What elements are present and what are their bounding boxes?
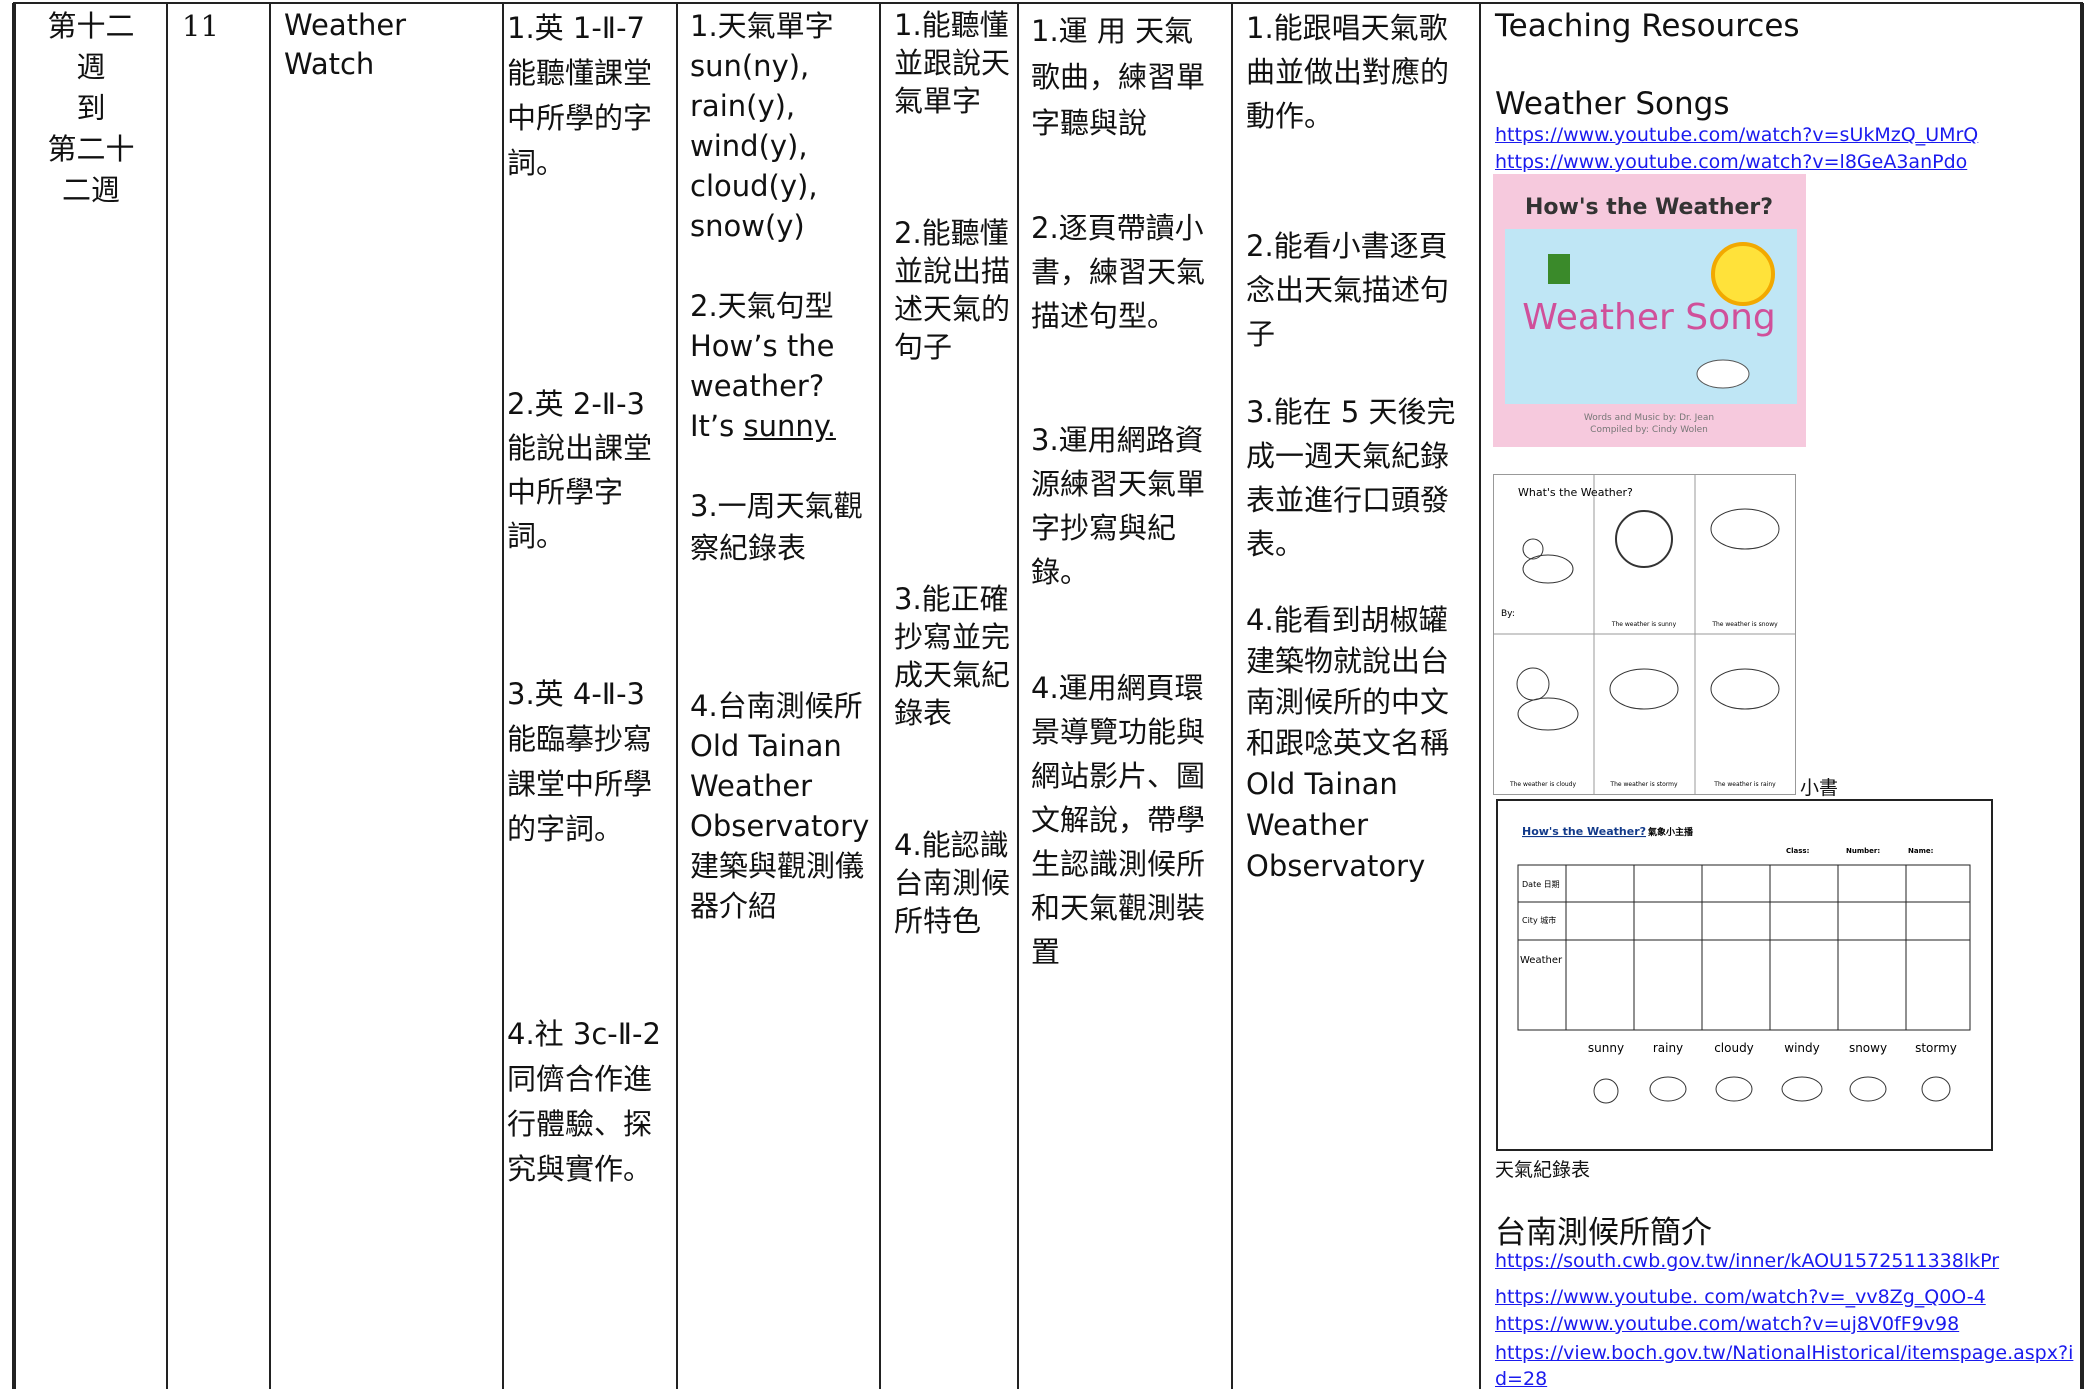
worksheet-grid [1517, 864, 1971, 1031]
worksheet-weather: cloudy [1714, 1041, 1754, 1055]
songs-heading: Weather Songs [1495, 86, 1730, 122]
booklet-icon [1615, 510, 1673, 568]
song-link[interactable]: https://www.youtube.com/watch?v=sUkMzQ_U… [1495, 124, 1979, 146]
worksheet-weather: stormy [1915, 1041, 1957, 1055]
cover-title: How's the Weather? [1525, 195, 1773, 220]
worksheet: How's the Weather? 氣象小主播 Class: Number: … [1496, 799, 1993, 1151]
column-border [879, 3, 881, 1389]
worksheet-field: Name: [1908, 847, 1934, 855]
column-border [2080, 3, 2084, 1389]
week-line: 週 [76, 50, 106, 84]
activity: 2.逐頁帶讀小書，練習天氣描述句型。 [1031, 211, 1206, 333]
worksheet-row-label: Weather [1520, 955, 1563, 966]
objective: 3.能正確抄寫並完成天氣紀錄表 [894, 582, 1011, 730]
competency: 3.英 4-Ⅱ-3 能臨摹抄寫課堂中所學的字詞。 [507, 677, 653, 846]
worksheet-icons [1593, 1076, 1951, 1104]
booklet-caption: The weather is stormy [1609, 781, 1678, 788]
observatory-heading: 台南測候所簡介 [1495, 1215, 1712, 1251]
observatory-link[interactable]: https://www.youtube.com/watch?v=uj8V0fF9… [1495, 1313, 1960, 1335]
worksheet-field: Class: [1786, 847, 1810, 855]
objective: 2.能聽懂並說出描述天氣的句子 [894, 216, 1011, 364]
cover-credit: Words and Music by: Dr. Jean [1584, 413, 1714, 423]
content-item: 4.台南測候所 Old Tainan Weather Observatory 建… [690, 689, 870, 923]
worksheet-subtitle: 氣象小主播 [1648, 826, 1694, 838]
content-text: 2.天氣句型 How’s the weather? It’s [690, 289, 835, 443]
content-item: 1.天氣單字 sun(ny), rain(y), wind(y), cloud(… [690, 9, 834, 243]
week-line: 第二十 [47, 132, 135, 166]
observatory-link[interactable]: https://south.cwb.gov.tw/inner/kAOU15725… [1495, 1250, 2000, 1272]
objective: 4.能認識台南測候所特色 [894, 828, 1011, 938]
worksheet-weather: rainy [1653, 1041, 1683, 1055]
column-border [166, 3, 168, 1389]
worksheet-title: How's the Weather? [1522, 825, 1646, 838]
song-cover: How's the Weather? Weather Song Words an… [1493, 174, 1806, 447]
assessment: 1.能跟唱天氣歌曲並做出對應的動作。 [1246, 11, 1450, 133]
column-border [1017, 3, 1019, 1389]
column-border [676, 3, 678, 1389]
resources-title: Teaching Resources [1495, 8, 1800, 44]
booklet-caption: The weather is sunny [1611, 621, 1677, 628]
column-border [1231, 3, 1233, 1389]
cover-name: Weather Song [1522, 297, 1776, 338]
activity: 1.運 用 天氣歌曲，練習單字聽與說 [1031, 14, 1206, 140]
activity: 4.運用網頁環景導覽功能與網站影片、圖文解說，帶學生認識測候所和天氣觀測裝置 [1031, 671, 1206, 969]
content-item: 3.一周天氣觀察紀錄表 [690, 489, 863, 565]
cloud-icon [1696, 359, 1750, 389]
booklet-icon [1710, 668, 1780, 710]
booklet-icon [1522, 554, 1574, 584]
week-line: 二週 [61, 173, 120, 207]
worksheet-label: 天氣紀錄表 [1495, 1159, 1591, 1181]
objective: 1.能聽懂並跟說天氣單字 [894, 8, 1011, 118]
column-border [502, 3, 504, 1389]
worksheet-weather: snowy [1849, 1041, 1887, 1055]
observatory-link[interactable]: https://www.youtube. com/watch?v=_vv8Zg_… [1495, 1286, 1986, 1308]
song-link[interactable]: https://www.youtube.com/watch?v=l8GeA3an… [1495, 151, 1968, 173]
booklet-icon [1609, 668, 1679, 710]
assessment: 2.能看小書逐頁念出天氣描述句子 [1246, 229, 1450, 351]
periods: 11 [182, 9, 219, 43]
worksheet-field: Number: [1846, 847, 1880, 855]
table-top-border [13, 2, 2083, 4]
booklet: What's the Weather? By: The weather is s… [1493, 474, 1796, 795]
unit: Weather Watch [284, 8, 407, 81]
booklet-icon [1710, 508, 1780, 550]
worksheet-row-label: City 城市 [1522, 915, 1556, 925]
booklet-caption: The weather is cloudy [1509, 781, 1577, 788]
week-line: 到 [76, 91, 106, 125]
competency: 1.英 1-Ⅱ-7 能聽懂課堂中所學的字詞。 [507, 11, 653, 180]
booklet-caption: The weather is rainy [1713, 781, 1776, 788]
competency: 4.社 3c-Ⅱ-2 同儕合作進行體驗、探究與實作。 [507, 1017, 661, 1186]
worksheet-weather: sunny [1588, 1041, 1624, 1055]
booklet-by: By: [1501, 609, 1515, 619]
cover-credit: Compiled by: Cindy Wolen [1590, 425, 1708, 435]
booklet-label: 小書 [1800, 777, 1839, 799]
activity: 3.運用網路資源練習天氣單字抄寫與紀錄。 [1031, 423, 1206, 589]
content-item: 2.天氣句型 How’s the weather? It’s sunny. [690, 286, 875, 446]
booklet-icon [1517, 697, 1579, 731]
assessment: 3.能在 5 天後完成一週天氣紀錄表並進行口頭發表。 [1246, 395, 1456, 561]
column-border [1479, 3, 1481, 1389]
competency: 2.英 2-Ⅱ-3 能說出課堂中所學字詞。 [507, 387, 653, 553]
booklet-icon [1522, 538, 1544, 560]
content-underlined: sunny. [743, 409, 836, 443]
worksheet-frame [1496, 799, 1993, 1151]
week-line: 第十二 [47, 9, 135, 43]
kid-icon [1548, 254, 1570, 284]
worksheet-weather: windy [1784, 1041, 1819, 1055]
booklet-caption: The weather is snowy [1711, 621, 1778, 628]
observatory-link[interactable]: https://view.boch.gov.tw/NationalHistori… [1495, 1342, 2074, 1390]
assessment: 4.能看到胡椒罐建築物就說出台南測候所的中文和跟唸英文名稱 Old Tainan… [1246, 603, 1450, 883]
worksheet-row-label: Date 日期 [1522, 880, 1560, 889]
sun-icon [1711, 242, 1775, 306]
booklet-title: What's the Weather? [1518, 486, 1633, 499]
week-cell: 第十二 週 到 第二十 二週 [16, 6, 166, 211]
column-border [12, 3, 16, 1389]
column-border [269, 3, 271, 1389]
